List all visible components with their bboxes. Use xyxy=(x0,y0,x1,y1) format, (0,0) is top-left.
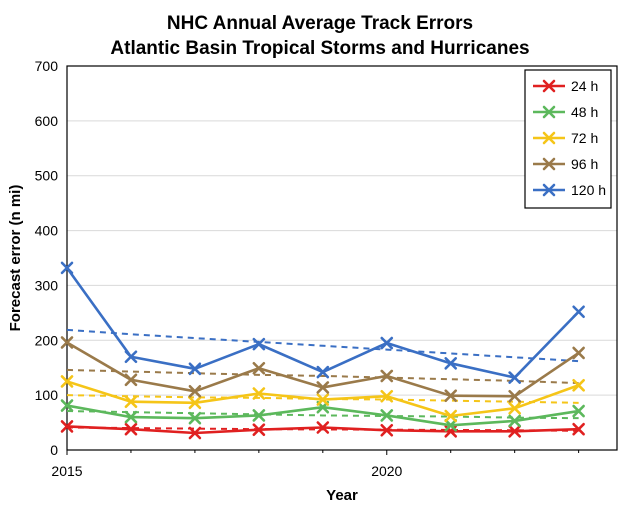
data-point-120h-2020 xyxy=(380,336,394,350)
data-point-48h-2017 xyxy=(188,411,202,425)
data-point-24h-2022 xyxy=(508,425,521,438)
data-point-96h-2023 xyxy=(572,346,585,360)
data-point-48h-2022 xyxy=(508,414,521,428)
chart-subtitle: Atlantic Basin Tropical Storms and Hurri… xyxy=(110,38,529,59)
data-point-24h-2023 xyxy=(572,422,585,436)
data-point-120h-2022 xyxy=(508,371,521,384)
y-tick-label-300: 300 xyxy=(35,277,59,293)
data-point-72h-2018 xyxy=(252,387,266,400)
legend-item-96h: 96 h xyxy=(533,156,598,172)
data-point-24h-2020 xyxy=(380,423,394,437)
data-point-96h-2016 xyxy=(124,373,138,387)
chart-title: NHC Annual Average Track Errors xyxy=(167,13,473,34)
data-point-120h-2018 xyxy=(252,337,266,351)
legend-label-48h: 48 h xyxy=(571,104,598,120)
data-point-120h-2023 xyxy=(572,305,585,319)
data-point-120h-2016 xyxy=(124,350,138,364)
series-line-120h xyxy=(65,267,580,379)
data-point-24h-2016 xyxy=(124,422,138,436)
y-tick-label-700: 700 xyxy=(35,58,59,74)
y-tick-label-200: 200 xyxy=(35,332,59,348)
legend-marker-72h xyxy=(542,131,556,145)
y-tick-label-0: 0 xyxy=(50,442,58,458)
data-point-24h-2015 xyxy=(60,420,74,433)
legend-item-48h: 48 h xyxy=(533,104,598,120)
x-tick-label-2020: 2020 xyxy=(371,463,402,479)
data-point-120h-2017 xyxy=(188,362,202,376)
data-point-96h-2020 xyxy=(380,369,394,383)
data-point-96h-2017 xyxy=(188,385,202,398)
data-point-24h-2018 xyxy=(252,423,266,437)
data-point-72h-2020 xyxy=(380,389,394,403)
series-72h xyxy=(60,375,585,423)
legend-label-72h: 72 h xyxy=(571,130,598,146)
data-point-72h-2015 xyxy=(60,375,74,388)
legend-label-120h: 120 h xyxy=(571,182,606,198)
x-tick-label-2015: 2015 xyxy=(51,463,82,479)
trendline-24h xyxy=(66,426,579,432)
data-point-24h-2017 xyxy=(188,426,202,440)
data-point-120h-2021 xyxy=(444,357,458,370)
x-axis-title: Year xyxy=(326,487,358,504)
data-point-72h-2017 xyxy=(188,396,202,410)
series-24h xyxy=(60,420,585,440)
legend-item-72h: 72 h xyxy=(533,130,598,146)
y-tick-label-500: 500 xyxy=(35,168,59,184)
legend-marker-24h xyxy=(542,79,556,93)
legend: 24 h 48 h 72 h 96 h 120 h xyxy=(524,69,612,209)
series-96h xyxy=(60,336,585,403)
data-point-48h-2020 xyxy=(380,409,394,422)
legend-item-120h: 120 h xyxy=(533,182,606,198)
data-point-72h-2016 xyxy=(124,395,138,409)
data-point-120h-2015 xyxy=(60,261,74,275)
data-point-96h-2022 xyxy=(508,389,521,403)
data-point-24h-2019 xyxy=(316,421,330,434)
data-point-48h-2021 xyxy=(444,419,458,432)
data-point-72h-2021 xyxy=(444,409,458,423)
y-tick-label-100: 100 xyxy=(35,387,59,403)
legend-marker-120h xyxy=(542,183,556,197)
trendlines xyxy=(66,328,579,432)
data-point-96h-2019 xyxy=(316,381,330,394)
data-point-48h-2016 xyxy=(124,410,138,424)
y-axis-title: Forecast error (n mi) xyxy=(7,185,24,332)
data-point-48h-2023 xyxy=(572,404,585,418)
series-lines xyxy=(60,261,585,440)
data-point-72h-2019 xyxy=(316,393,330,406)
trendline-120h xyxy=(66,328,579,363)
trendline-48h xyxy=(66,410,579,420)
data-point-72h-2023 xyxy=(572,378,585,392)
data-point-96h-2018 xyxy=(252,361,266,375)
legend-label-96h: 96 h xyxy=(571,156,598,172)
data-point-48h-2018 xyxy=(252,409,266,422)
data-point-96h-2021 xyxy=(444,389,458,402)
axes xyxy=(66,65,618,455)
data-point-120h-2019 xyxy=(316,365,330,379)
legend-label-24h: 24 h xyxy=(571,78,598,94)
series-120h xyxy=(60,261,585,384)
legend-marker-96h xyxy=(542,157,556,171)
trendline-96h xyxy=(66,368,579,385)
y-tick-label-400: 400 xyxy=(35,223,59,239)
tick-labels: 0 100 200 300 400 500 600 700 2015 2020 xyxy=(35,58,403,479)
y-tick-label-600: 600 xyxy=(35,113,59,129)
legend-marker-48h xyxy=(542,105,556,119)
legend-item-24h: 24 h xyxy=(533,78,598,94)
data-point-48h-2015 xyxy=(60,399,74,412)
data-point-96h-2015 xyxy=(60,336,74,349)
plot-area-border xyxy=(66,65,618,451)
data-point-72h-2022 xyxy=(508,402,521,415)
